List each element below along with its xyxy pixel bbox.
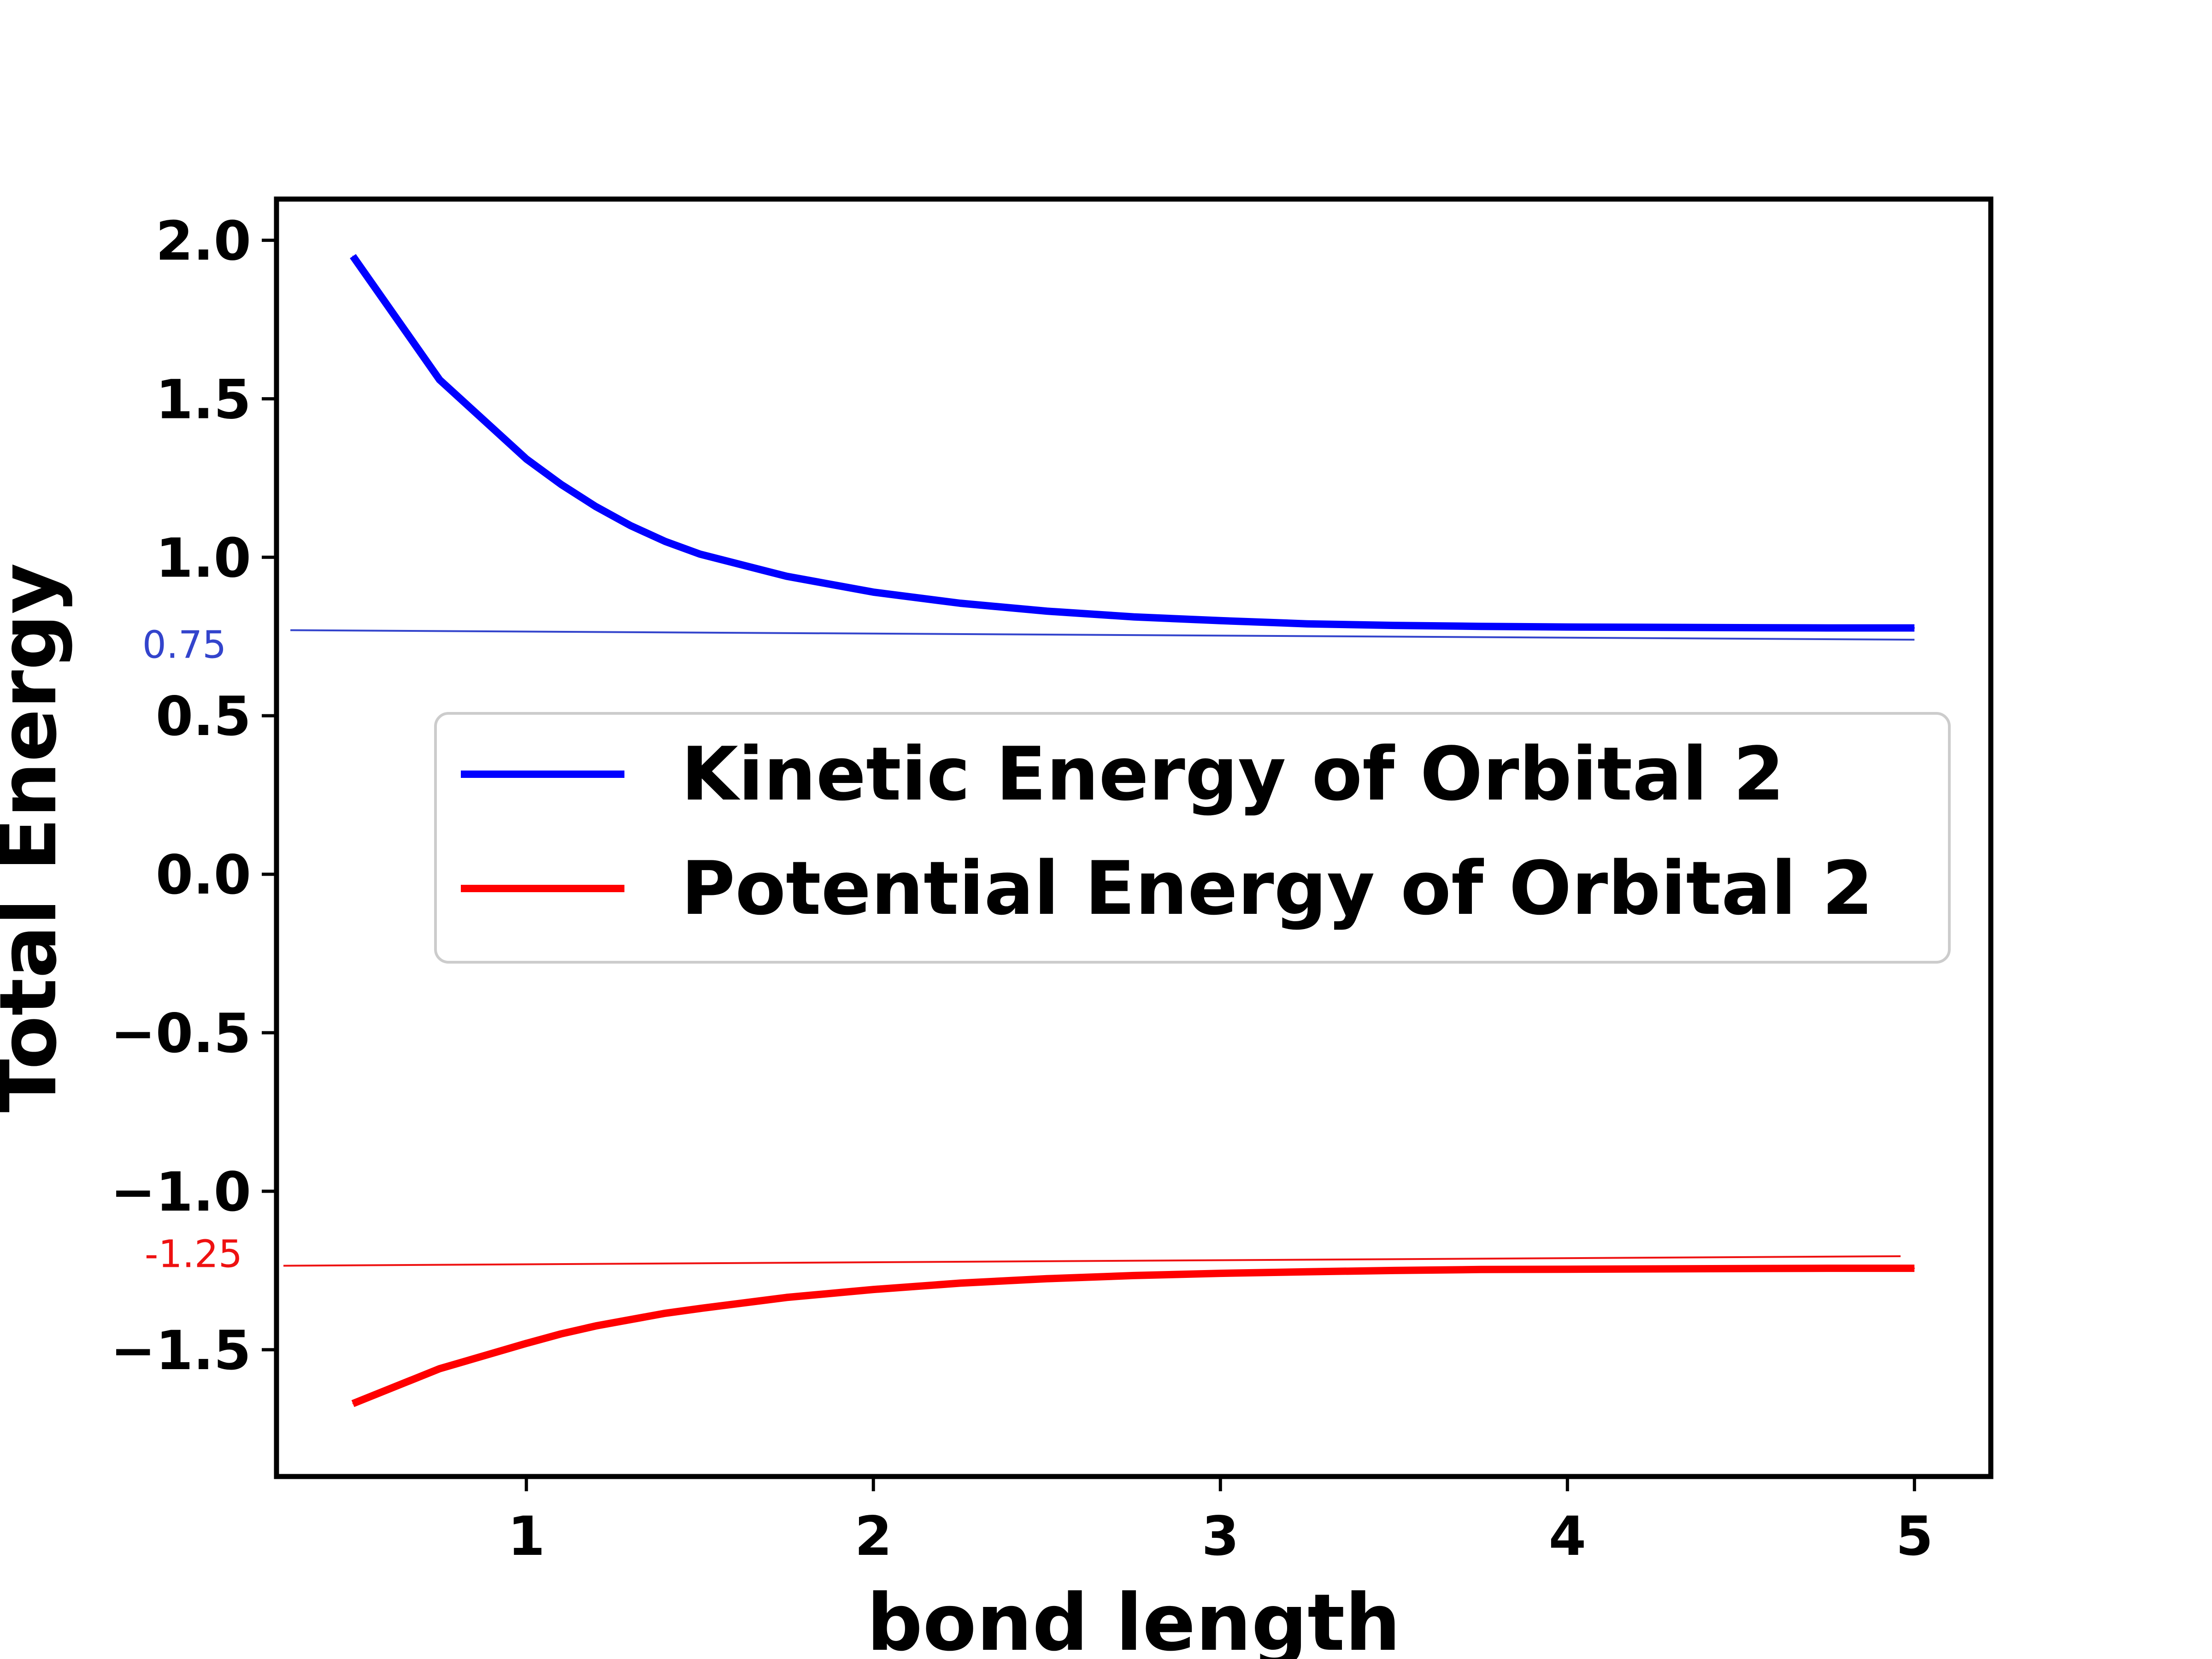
data-point <box>959 1282 961 1284</box>
annotation-line <box>290 629 1915 641</box>
data-point <box>786 1297 787 1298</box>
y-axis: 2.0 1.5 1.0 0.5 0.0 −0.5 −1.0 −1.5 <box>111 209 276 1382</box>
data-point <box>873 1289 874 1290</box>
data-point <box>595 506 596 507</box>
data-point <box>1133 616 1134 618</box>
data-point <box>1827 1268 1829 1269</box>
data-point <box>439 1368 440 1370</box>
series-line-1 <box>351 1265 1915 1407</box>
y-tick-label: 1.0 <box>156 526 251 589</box>
legend-label-kinetic: Kinetic Energy of Orbital 2 <box>681 731 1784 817</box>
y-axis-title: Total Energy <box>0 563 74 1112</box>
data-point <box>1653 627 1655 628</box>
plot-frame <box>274 196 1994 1479</box>
data-point <box>1306 1271 1308 1272</box>
y-tick-label: 2.0 <box>156 209 251 272</box>
x-tick-label: 5 <box>1896 1505 1933 1568</box>
data-point <box>526 1343 527 1344</box>
y-tick-label: 0.0 <box>156 843 251 906</box>
data-point <box>1220 1273 1221 1274</box>
data-point <box>959 602 961 604</box>
data-point <box>630 525 631 526</box>
data-point <box>1653 1268 1655 1270</box>
data-point <box>1914 627 1915 629</box>
annotation-label: -1.25 <box>145 1233 242 1277</box>
data-point <box>595 1325 596 1327</box>
data-point <box>1480 1269 1482 1270</box>
y-tick-label: −1.0 <box>111 1160 251 1224</box>
data-point <box>560 484 562 485</box>
x-tick-label: 3 <box>1202 1505 1239 1568</box>
data-point <box>1133 1275 1134 1276</box>
data-point <box>1567 1269 1568 1270</box>
data-point <box>630 1319 631 1320</box>
data-point <box>560 1333 562 1335</box>
x-tick-label: 2 <box>855 1505 892 1568</box>
y-tick-label: 0.5 <box>156 685 251 748</box>
legend: Kinetic Energy of Orbital 2 Potential En… <box>434 712 1951 964</box>
x-tick-label: 4 <box>1549 1505 1586 1568</box>
annotation-line <box>283 1255 1901 1267</box>
y-tick-label: −0.5 <box>111 1002 251 1065</box>
data-point <box>786 576 787 577</box>
data-point <box>1914 1268 1915 1269</box>
data-point <box>873 591 874 593</box>
x-tick-label: 1 <box>507 1505 545 1568</box>
data-point <box>1480 626 1482 627</box>
data-point <box>1220 620 1221 621</box>
data-point <box>1567 626 1568 628</box>
x-axis: 1 2 3 4 5 <box>507 1477 1933 1568</box>
series-layer <box>350 254 1915 1407</box>
data-point <box>439 379 440 381</box>
legend-box <box>434 712 1951 964</box>
y-tick-label: 1.5 <box>156 368 251 431</box>
x-axis-title: bond length <box>867 1577 1401 1659</box>
legend-label-potential: Potential Energy of Orbital 2 <box>681 845 1873 931</box>
series-line-0 <box>350 254 1915 632</box>
annotation-layer: 0.75 -1.25 <box>142 623 1915 1277</box>
data-point <box>1827 627 1829 629</box>
y-tick-label: −1.5 <box>111 1319 251 1382</box>
annotation-label: 0.75 <box>142 623 227 667</box>
